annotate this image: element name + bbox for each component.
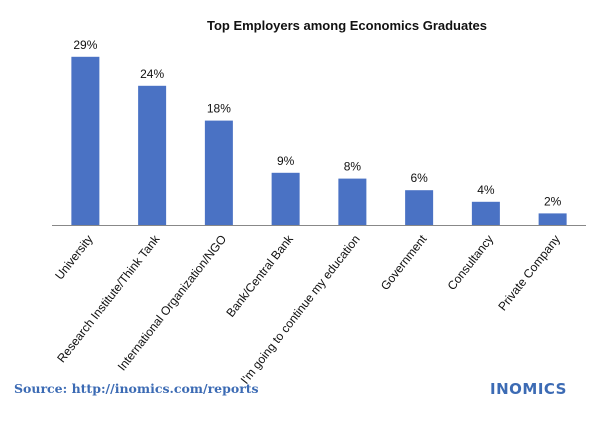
bar-0 [71, 56, 100, 225]
value-label-2: 18% [207, 102, 231, 116]
bar-3 [271, 172, 300, 225]
value-label-0: 29% [73, 38, 97, 52]
bar-4 [338, 178, 367, 225]
value-label-4: 8% [344, 160, 362, 174]
value-label-1: 24% [140, 67, 164, 81]
bar-2 [204, 120, 233, 225]
x-tick-label-5: Government [378, 232, 430, 293]
x-tick-label-0: University [52, 232, 95, 282]
x-tick-label-2: International Organization/NGO [115, 232, 230, 373]
value-label-6: 4% [477, 183, 495, 197]
bar-7 [538, 213, 567, 225]
source-note: Source: http://inomics.com/reports [14, 381, 259, 396]
chart-title: Top Employers among Economics Graduates [207, 18, 487, 33]
value-label-3: 9% [277, 154, 295, 168]
x-tick-label-7: Private Company [495, 232, 563, 313]
brand-logo: INOMICS [490, 380, 567, 398]
x-tick-label-6: Consultancy [445, 232, 497, 293]
x-tick-label-3: Bank/Central Bank [223, 231, 296, 319]
value-label-5: 6% [410, 171, 428, 185]
x-tick-label-4: I'm going to continue my education [238, 232, 363, 386]
bars-group [71, 56, 567, 225]
bar-1 [138, 85, 167, 225]
value-label-7: 2% [544, 194, 562, 208]
bar-6 [471, 201, 500, 225]
value-labels-group: 29% 24% 18% 9% 8% 6% 4% 2% [73, 38, 561, 209]
bar-5 [405, 190, 434, 225]
